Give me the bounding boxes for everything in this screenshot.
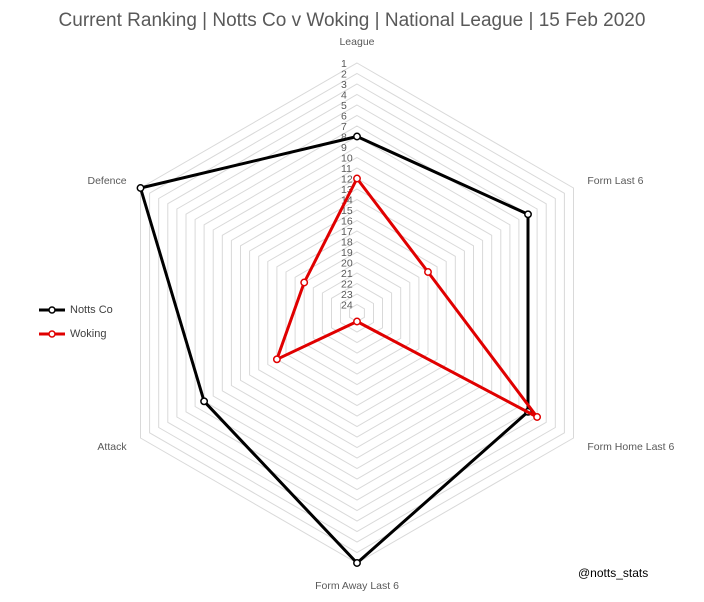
tick-label: 21 [341, 268, 353, 280]
axis-label: Form Away Last 6 [315, 580, 399, 592]
grid-ring [240, 177, 474, 449]
tick-label: 23 [341, 289, 353, 301]
grid-ring [194, 125, 520, 501]
tick-label: 4 [341, 90, 347, 102]
tick-label: 11 [341, 163, 352, 175]
tick-label: 7 [341, 121, 347, 133]
grid-ring [258, 198, 456, 428]
tick-label: 24 [341, 300, 353, 312]
chart-title: Current Ranking | Notts Co v Woking | Na… [58, 10, 646, 31]
axis-label: Attack [97, 441, 127, 453]
grid-ring [203, 135, 511, 491]
grid-ring [294, 240, 420, 386]
tick-label: 22 [341, 279, 353, 291]
grid-ring [221, 156, 493, 470]
radar-grid [140, 62, 574, 564]
legend-item-notts-co: Notts Co [38, 298, 113, 322]
data-point [353, 559, 361, 567]
radar-series [136, 132, 542, 567]
tick-label: 12 [341, 174, 353, 186]
data-point [300, 278, 309, 287]
data-point [136, 184, 145, 192]
grid-ring [276, 219, 438, 407]
tick-label: 3 [341, 79, 347, 91]
tick-label: 8 [341, 132, 347, 144]
legend: Notts Co Woking [38, 298, 113, 346]
axis-label: Form Home Last 6 [587, 441, 674, 453]
tick-label: 2 [341, 69, 347, 81]
data-point [424, 268, 432, 276]
tick-label: 9 [341, 142, 347, 154]
tick-label: 20 [341, 258, 353, 270]
series-line [139, 135, 530, 565]
axis-label: Form Last 6 [587, 175, 643, 187]
data-point [524, 210, 532, 219]
grid-ring [285, 230, 429, 396]
tick-label: 6 [341, 111, 347, 123]
tick-label: 13 [341, 184, 353, 196]
legend-swatch-woking [39, 330, 65, 338]
grid-ring [176, 104, 538, 522]
grid-ring [249, 188, 465, 438]
tick-label: 5 [341, 100, 347, 112]
grid-ring [321, 272, 393, 354]
axis-label: League [339, 36, 374, 48]
grid-ring [167, 93, 547, 533]
grid-ring [331, 282, 383, 344]
grid-ring [267, 209, 447, 417]
legend-swatch-notts-co [39, 306, 65, 314]
data-point [353, 317, 361, 326]
data-point [353, 174, 361, 183]
tick-label: 1 [341, 58, 347, 70]
legend-item-woking: Woking [38, 322, 113, 346]
tick-label: 10 [341, 153, 353, 165]
grid-ring [149, 72, 565, 554]
grid-ring [303, 251, 411, 375]
grid-ring [212, 146, 502, 480]
tick-label: 17 [341, 226, 353, 238]
tick-label: 18 [341, 237, 353, 249]
radar-axis-labels: League Form Last 6 Form Home Last 6 Form Aw… [87, 36, 674, 592]
data-point [272, 355, 281, 364]
axis-label: Defence [87, 175, 126, 187]
tick-label: 16 [341, 216, 353, 228]
legend-label-notts-co: Notts Co [70, 304, 113, 316]
data-point [353, 132, 361, 141]
series-line [275, 177, 539, 419]
legend-label-woking: Woking [70, 328, 107, 340]
tick-label: 15 [341, 205, 353, 217]
grid-ring [340, 293, 374, 333]
watermark: @notts_stats [578, 566, 649, 580]
data-point [533, 413, 542, 421]
grid-ring [158, 83, 556, 543]
grid-ring [312, 261, 402, 365]
tick-label: 19 [341, 247, 353, 259]
data-point [200, 397, 209, 406]
grid-ring [230, 167, 484, 459]
